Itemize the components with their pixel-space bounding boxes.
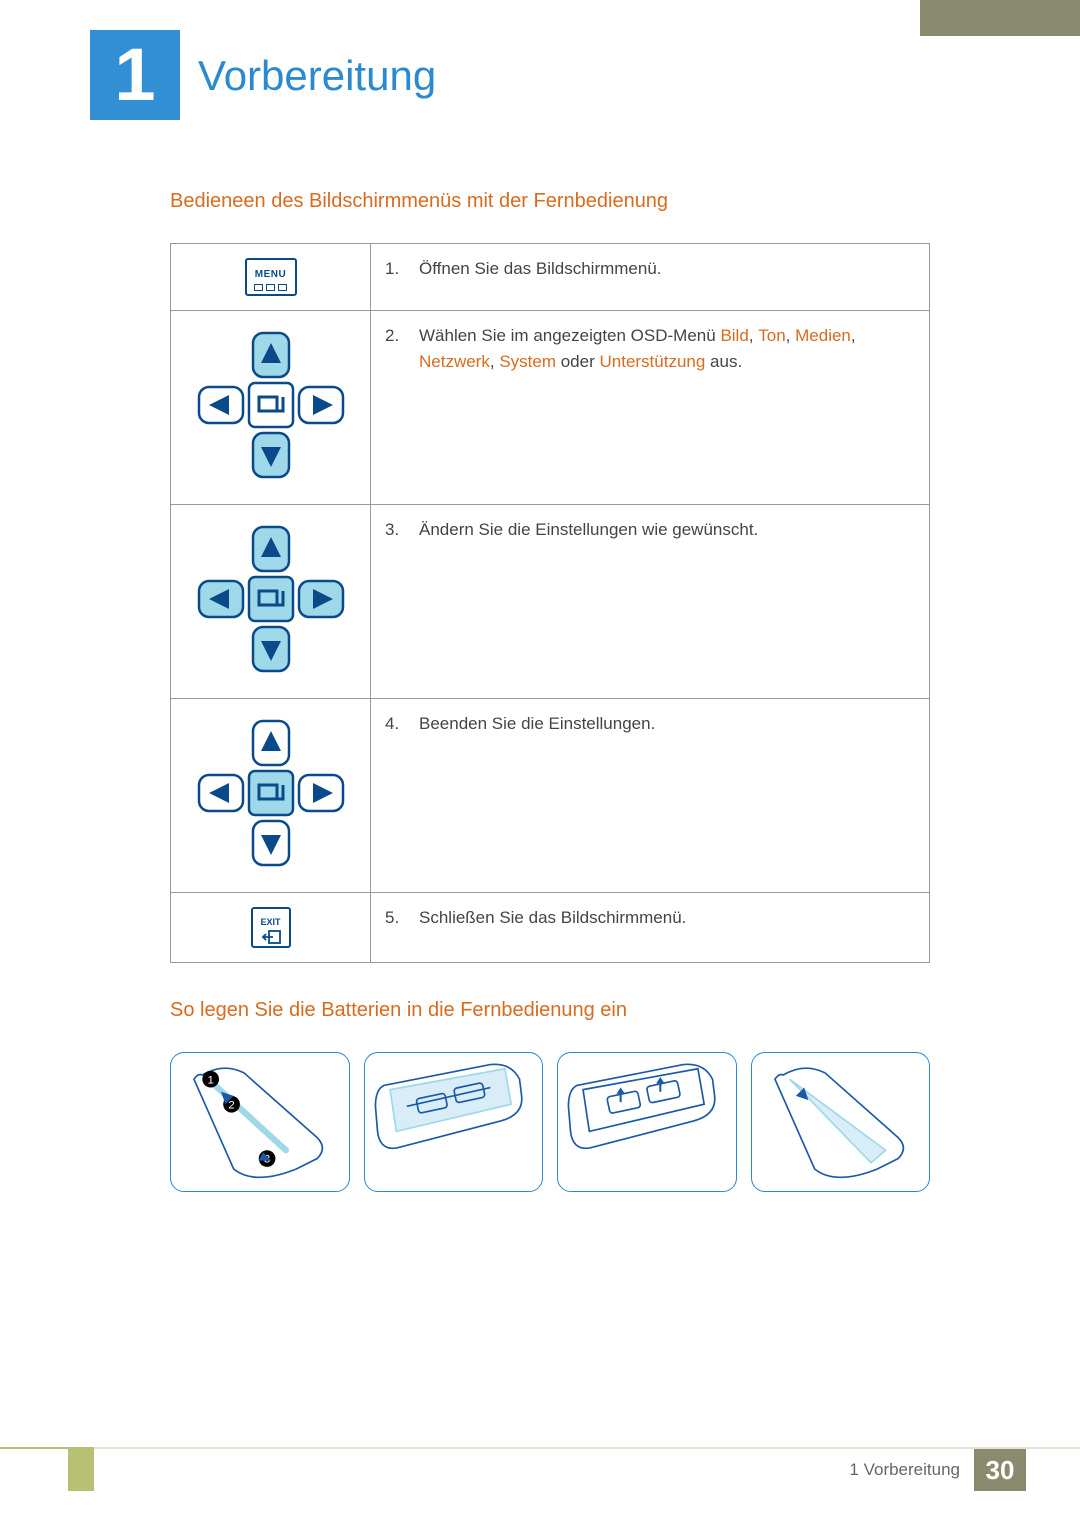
battery-panel bbox=[557, 1052, 737, 1192]
exit-arrow-icon bbox=[261, 930, 281, 944]
battery-step-icon: 1 2 3 bbox=[171, 1053, 349, 1191]
section-heading-battery: So legen Sie die Batterien in die Fernbe… bbox=[170, 999, 930, 1022]
step-cell: 5. Schließen Sie das Bildschirmmenü. bbox=[371, 893, 930, 963]
page-footer: 1 Vorbereitung 30 bbox=[0, 1447, 1080, 1491]
instruction-table: MENU 1. Öffnen Sie das Bildschirmmenü. bbox=[170, 243, 930, 963]
menu-button-icon: MENU bbox=[245, 258, 297, 296]
step-number: 2. bbox=[385, 323, 407, 374]
svg-text:1: 1 bbox=[207, 1074, 213, 1086]
step-cell: 1. Öffnen Sie das Bildschirmmenü. bbox=[371, 244, 930, 311]
step-cell: 3. Ändern Sie die Einstellungen wie gewü… bbox=[371, 505, 930, 699]
step-number: 1. bbox=[385, 256, 407, 282]
chapter-header: 1 Vorbereitung bbox=[90, 30, 436, 120]
page-content: Bedieneen des Bildschirmmenüs mit der Fe… bbox=[170, 190, 930, 1192]
page-number: 30 bbox=[974, 1449, 1026, 1491]
exit-button-icon: EXIT bbox=[251, 907, 291, 948]
dpad-icon bbox=[191, 519, 351, 679]
dpad-icon bbox=[191, 713, 351, 873]
battery-panels-row: 1 2 3 bbox=[170, 1052, 930, 1192]
battery-panel bbox=[364, 1052, 544, 1192]
table-row: 4. Beenden Sie die Einstellungen. bbox=[171, 699, 930, 893]
icon-cell-dpad bbox=[171, 699, 371, 893]
battery-panel: 1 2 3 bbox=[170, 1052, 350, 1192]
menu-label: MENU bbox=[255, 269, 286, 280]
exit-label: EXIT bbox=[260, 917, 280, 927]
dpad-icon bbox=[191, 325, 351, 485]
battery-panel bbox=[751, 1052, 931, 1192]
icon-cell-dpad bbox=[171, 311, 371, 505]
table-row: MENU 1. Öffnen Sie das Bildschirmmenü. bbox=[171, 244, 930, 311]
menu-bars-icon bbox=[249, 282, 293, 294]
top-accent-bar bbox=[920, 0, 1080, 36]
step-number: 3. bbox=[385, 517, 407, 543]
step-cell: 2. Wählen Sie im angezeigten OSD-Menü Bi… bbox=[371, 311, 930, 505]
step-text: Öffnen Sie das Bildschirmmenü. bbox=[419, 256, 662, 282]
table-row: 2. Wählen Sie im angezeigten OSD-Menü Bi… bbox=[171, 311, 930, 505]
chapter-title: Vorbereitung bbox=[198, 52, 436, 100]
section-heading-remote: Bedieneen des Bildschirmmenüs mit der Fe… bbox=[170, 190, 930, 213]
table-row: 3. Ändern Sie die Einstellungen wie gewü… bbox=[171, 505, 930, 699]
step-text: Ändern Sie die Einstellungen wie gewünsc… bbox=[419, 517, 758, 543]
footer-text: 1 Vorbereitung bbox=[849, 1449, 974, 1491]
step-number: 5. bbox=[385, 905, 407, 931]
step-text: Wählen Sie im angezeigten OSD-Menü Bild,… bbox=[419, 323, 915, 374]
chapter-number-box: 1 bbox=[90, 30, 180, 120]
table-row: EXIT 5. Schließen Sie das Bildschirmmenü… bbox=[171, 893, 930, 963]
battery-step-icon bbox=[365, 1053, 543, 1191]
step-text: Beenden Sie die Einstellungen. bbox=[419, 711, 655, 737]
chapter-number: 1 bbox=[114, 38, 155, 112]
svg-text:2: 2 bbox=[228, 1099, 234, 1111]
icon-cell-menu: MENU bbox=[171, 244, 371, 311]
icon-cell-exit: EXIT bbox=[171, 893, 371, 963]
battery-step-icon bbox=[558, 1053, 736, 1191]
step-text: Schließen Sie das Bildschirmmenü. bbox=[419, 905, 686, 931]
step-number: 4. bbox=[385, 711, 407, 737]
step-cell: 4. Beenden Sie die Einstellungen. bbox=[371, 699, 930, 893]
battery-step-icon bbox=[752, 1053, 930, 1191]
icon-cell-dpad bbox=[171, 505, 371, 699]
